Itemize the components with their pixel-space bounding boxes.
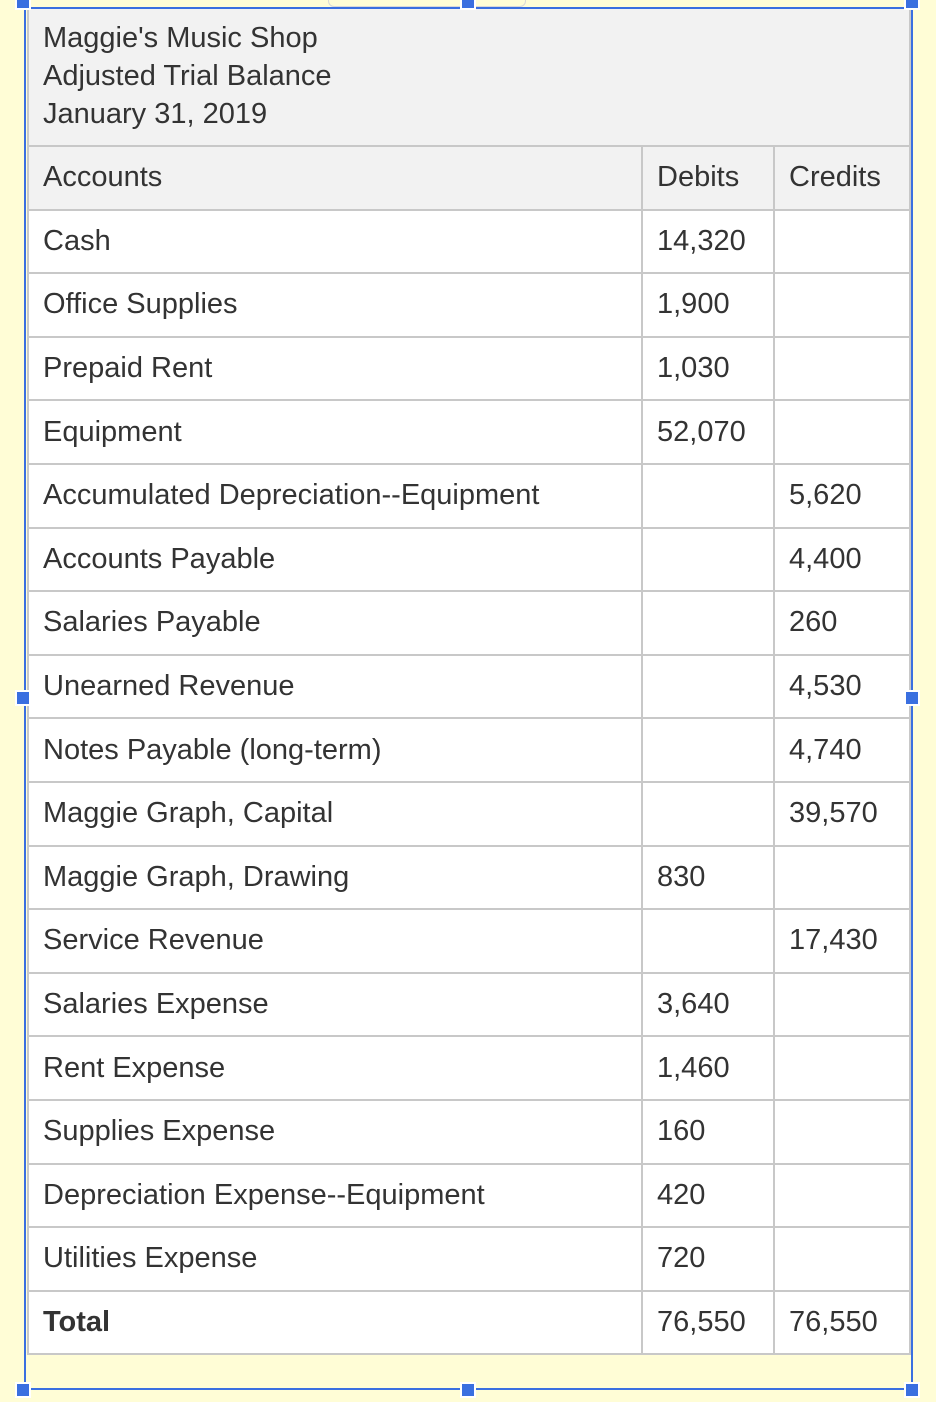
table-row: Salaries Payable 260 — [27, 590, 911, 656]
debit-cell — [641, 653, 775, 720]
account-cell: Accumulated Depreciation--Equipment — [27, 462, 643, 529]
credit-cell — [773, 208, 911, 275]
debit-cell — [641, 526, 775, 593]
credit-cell — [773, 971, 911, 1038]
debit-cell: 14,320 — [641, 208, 775, 275]
debit-cell: 420 — [641, 1162, 775, 1229]
resize-handle-top-center[interactable] — [460, 0, 476, 10]
table-row: Equipment 52,070 — [27, 399, 911, 465]
credit-cell — [773, 1162, 911, 1229]
debit-cell — [641, 908, 775, 974]
account-cell: Salaries Expense — [27, 971, 643, 1038]
account-cell: Rent Expense — [27, 1035, 643, 1101]
account-cell: Equipment — [27, 399, 643, 465]
credit-cell — [773, 844, 911, 911]
debit-cell — [641, 462, 775, 529]
resize-handle-middle-right[interactable] — [904, 690, 920, 706]
trial-balance-table: Maggie's Music Shop Adjusted Trial Balan… — [27, 9, 911, 1356]
account-cell: Utilities Expense — [27, 1226, 643, 1292]
resize-handle-middle-left[interactable] — [15, 690, 31, 706]
credit-cell: 4,400 — [773, 526, 911, 593]
account-cell: Maggie Graph, Capital — [27, 780, 643, 847]
debit-cell — [641, 590, 775, 656]
total-debit: 76,550 — [641, 1289, 775, 1356]
table-title-cell: Maggie's Music Shop Adjusted Trial Balan… — [27, 9, 911, 147]
table-row: Maggie Graph, Capital 39,570 — [27, 780, 911, 847]
credit-cell — [773, 1226, 911, 1292]
account-cell: Prepaid Rent — [27, 335, 643, 402]
account-cell: Unearned Revenue — [27, 653, 643, 720]
debit-cell: 1,030 — [641, 335, 775, 402]
credit-cell: 39,570 — [773, 780, 911, 847]
account-cell: Accounts Payable — [27, 526, 643, 593]
table-row: Accounts Payable 4,400 — [27, 526, 911, 593]
debit-cell: 160 — [641, 1098, 775, 1165]
credit-cell — [773, 1098, 911, 1165]
trial-balance-table-container[interactable]: Maggie's Music Shop Adjusted Trial Balan… — [27, 9, 911, 1356]
company-name: Maggie's Music Shop — [43, 22, 318, 54]
credit-cell — [773, 399, 911, 465]
table-row: Notes Payable (long-term) 4,740 — [27, 717, 911, 783]
table-row: Cash 14,320 — [27, 208, 911, 275]
table-row: Supplies Expense 160 — [27, 1098, 911, 1165]
credit-cell — [773, 1035, 911, 1101]
debit-cell: 3,640 — [641, 971, 775, 1038]
total-row: Total 76,550 76,550 — [27, 1289, 911, 1356]
account-cell: Depreciation Expense--Equipment — [27, 1162, 643, 1229]
background-tab-stub — [328, 0, 526, 7]
report-name: Adjusted Trial Balance — [43, 60, 332, 92]
account-cell: Notes Payable (long-term) — [27, 717, 643, 783]
resize-handle-top-left[interactable] — [15, 0, 31, 10]
debit-cell — [641, 717, 775, 783]
table-row: Maggie Graph, Drawing 830 — [27, 844, 911, 911]
table-row: Accumulated Depreciation--Equipment 5,62… — [27, 462, 911, 529]
resize-handle-top-right[interactable] — [904, 0, 920, 10]
table-title-row: Maggie's Music Shop Adjusted Trial Balan… — [27, 9, 911, 147]
credit-cell: 5,620 — [773, 462, 911, 529]
report-date: January 31, 2019 — [43, 98, 268, 130]
account-cell: Service Revenue — [27, 908, 643, 974]
account-cell: Cash — [27, 208, 643, 275]
debit-cell — [641, 780, 775, 847]
resize-handle-bottom-right[interactable] — [904, 1382, 920, 1398]
debit-cell: 52,070 — [641, 399, 775, 465]
table-row: Depreciation Expense--Equipment 420 — [27, 1162, 911, 1229]
account-cell: Maggie Graph, Drawing — [27, 844, 643, 911]
column-header-row: Accounts Debits Credits — [27, 145, 911, 211]
debit-cell: 720 — [641, 1226, 775, 1292]
credit-cell: 17,430 — [773, 908, 911, 974]
credit-cell — [773, 272, 911, 338]
credit-cell: 260 — [773, 590, 911, 656]
debit-cell: 1,900 — [641, 272, 775, 338]
total-label: Total — [27, 1289, 643, 1356]
column-header-debits: Debits — [641, 145, 775, 211]
table-row: Service Revenue 17,430 — [27, 908, 911, 974]
debit-cell: 830 — [641, 844, 775, 911]
total-credit: 76,550 — [773, 1289, 911, 1356]
column-header-accounts: Accounts — [27, 145, 643, 211]
account-cell: Salaries Payable — [27, 590, 643, 656]
resize-handle-bottom-left[interactable] — [15, 1382, 31, 1398]
table-row: Salaries Expense 3,640 — [27, 971, 911, 1038]
credit-cell — [773, 335, 911, 402]
table-row: Utilities Expense 720 — [27, 1226, 911, 1292]
account-cell: Supplies Expense — [27, 1098, 643, 1165]
resize-handle-bottom-center[interactable] — [460, 1382, 476, 1398]
column-header-credits: Credits — [773, 145, 911, 211]
debit-cell: 1,460 — [641, 1035, 775, 1101]
credit-cell: 4,740 — [773, 717, 911, 783]
table-row: Unearned Revenue 4,530 — [27, 653, 911, 720]
table-row: Prepaid Rent 1,030 — [27, 335, 911, 402]
credit-cell: 4,530 — [773, 653, 911, 720]
table-row: Office Supplies 1,900 — [27, 272, 911, 338]
table-row: Rent Expense 1,460 — [27, 1035, 911, 1101]
account-cell: Office Supplies — [27, 272, 643, 338]
